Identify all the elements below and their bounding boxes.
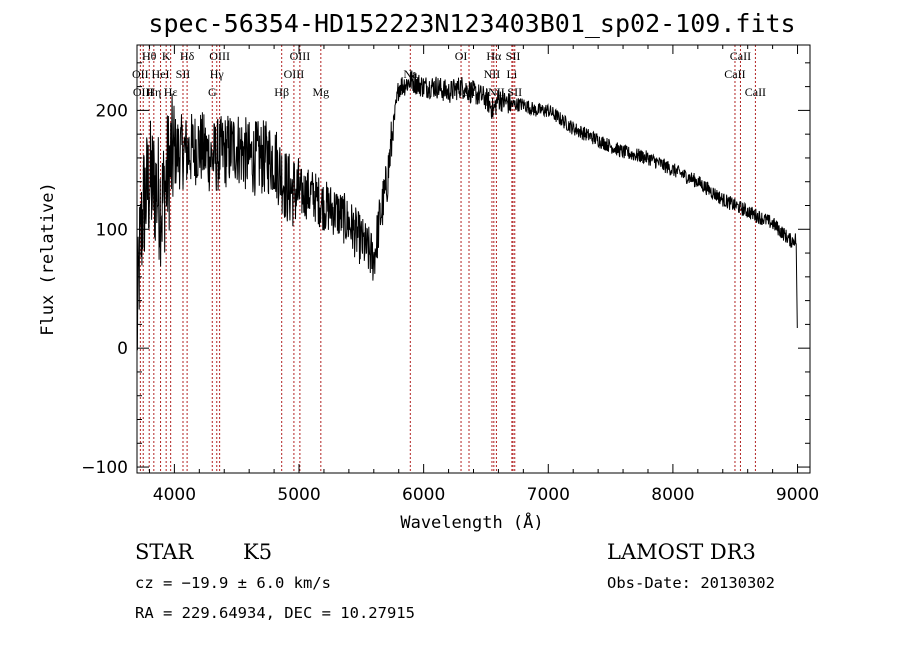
x-tick-label: 7000: [527, 485, 570, 505]
x-tick-label: 8000: [651, 485, 694, 505]
object-subclass: K5: [243, 540, 272, 564]
line-marker-label: NII: [484, 67, 501, 81]
object-class: STAR: [135, 540, 194, 564]
line-marker-label: Li: [507, 67, 518, 81]
y-tick-label: 0: [117, 339, 128, 359]
plot-frame: [136, 44, 811, 474]
x-axis-label: Wavelength (Å): [400, 511, 543, 533]
observation-date: Obs-Date: 20130302: [607, 574, 775, 592]
line-marker-label: SII: [506, 49, 521, 63]
line-marker-label: OII: [132, 67, 149, 81]
line-marker-label: OIII: [284, 67, 305, 81]
line-marker-label: Hγ: [210, 67, 225, 81]
line-marker-label: Hη: [146, 85, 161, 99]
line-marker-label: SII: [507, 85, 522, 99]
line-marker-label: CaII: [724, 67, 745, 81]
line-marker-label: K: [162, 49, 171, 63]
coordinates: RA = 229.64934, DEC = 10.27915: [135, 604, 415, 622]
spectrum-line: [136, 70, 798, 351]
line-marker-label: Hε: [164, 85, 178, 99]
line-marker-label: Hδ: [180, 49, 195, 63]
redshift-velocity: cz = −19.9 ± 6.0 km/s: [135, 574, 331, 592]
emission-line-markers: [139, 45, 756, 473]
y-tick-label: 200: [96, 101, 128, 121]
line-marker-label: Hα: [486, 49, 502, 63]
line-marker-label: HeI: [152, 67, 170, 81]
line-marker-label: CaII: [730, 49, 751, 63]
x-tick-label: 5000: [277, 485, 320, 505]
chart-title: spec-56354-HD152223N123403B01_sp02-109.f…: [148, 9, 795, 38]
survey-name: LAMOST DR3: [607, 540, 756, 564]
line-marker-label: CaII: [745, 85, 766, 99]
y-axis-label: Flux (relative): [38, 182, 58, 336]
x-axis-ticks: 4000 5000 6000 7000 8000 9000: [148, 45, 819, 505]
line-marker-label: Hβ: [274, 85, 289, 99]
x-tick-label: 9000: [776, 485, 819, 505]
x-tick-label: 6000: [402, 485, 445, 505]
line-marker-label: Mg: [312, 85, 329, 99]
line-marker-label: OI: [455, 49, 468, 63]
line-marker-label: OIII: [290, 49, 311, 63]
line-marker-label: OIII: [133, 85, 154, 99]
x-tick-label: 4000: [153, 485, 196, 505]
y-tick-label: −100: [81, 458, 128, 478]
line-marker-label: SII: [176, 67, 191, 81]
line-marker-label: G: [208, 85, 217, 99]
line-marker-label: OIII: [209, 49, 230, 63]
line-marker-label: Hθ: [142, 49, 157, 63]
y-axis-ticks: −100 0 100 200: [81, 62, 810, 478]
y-tick-label: 100: [96, 220, 128, 240]
